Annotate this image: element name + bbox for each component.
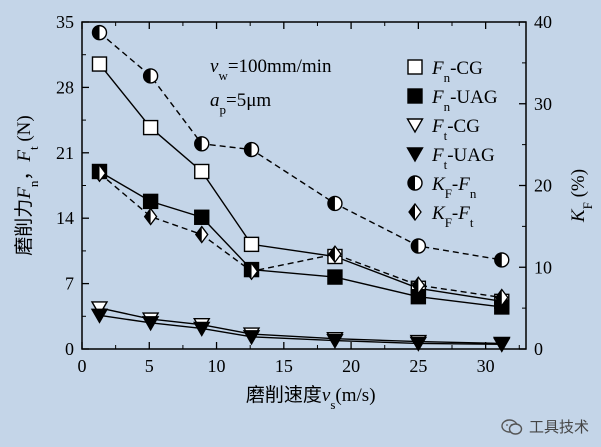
legend-marker <box>407 88 423 104</box>
x-tick-label: 25 <box>409 356 427 376</box>
series-4 <box>90 308 511 353</box>
data-point <box>411 276 426 295</box>
legend-item: Fn-UAG <box>407 87 498 114</box>
y-right-tick-label: 40 <box>534 12 552 32</box>
y-right-tick-label: 30 <box>534 94 552 114</box>
legend-item: Fn-CG <box>407 58 483 85</box>
wechat-icon <box>501 418 523 435</box>
y-left-tick-label: 0 <box>65 339 74 359</box>
series-5 <box>91 24 510 268</box>
data-point <box>244 262 259 281</box>
data-point <box>142 68 159 84</box>
legend-label: Fn-UAG <box>431 87 498 114</box>
y-left-tick-label: 35 <box>56 12 74 32</box>
data-point <box>327 195 343 212</box>
data-point <box>493 337 511 353</box>
y-left-tick-label: 14 <box>56 208 74 228</box>
y-left-axis-label: 磨削力Fn，Ft (N) <box>13 115 41 256</box>
x-tick-label: 5 <box>145 356 154 376</box>
data-point <box>409 336 428 352</box>
data-point <box>494 252 510 268</box>
x-tick-label: 10 <box>208 356 226 376</box>
data-point <box>142 119 159 136</box>
y-right-axis-label: KF (%) <box>568 169 595 223</box>
data-point <box>194 163 210 180</box>
legend-item: KF-Ft <box>408 202 474 230</box>
legend-item: Ft-UAG <box>406 145 495 172</box>
data-point <box>243 141 260 158</box>
legend-label: Ft-CG <box>431 116 480 143</box>
legend-label: KF-Ft <box>431 203 474 230</box>
y-left-tick-label: 21 <box>56 143 74 163</box>
y-right-tick-label: 20 <box>534 176 552 196</box>
series-line <box>99 307 502 345</box>
condition-text: ap=5μm <box>210 90 271 117</box>
x-tick-label: 20 <box>342 356 360 376</box>
data-point <box>194 136 210 152</box>
data-point <box>327 269 343 285</box>
data-point <box>410 238 427 254</box>
x-tick-label: 15 <box>275 356 293 376</box>
series-6 <box>92 164 509 307</box>
legend-item: KF-Fn <box>407 174 477 201</box>
legend-marker <box>407 59 423 75</box>
legend-label: Fn-CG <box>431 58 483 85</box>
watermark-text: 工具技术 <box>528 418 589 436</box>
legend-marker <box>406 118 424 134</box>
x-axis-label: 磨削速度vs(m/s) <box>246 384 376 412</box>
x-tick-label: 0 <box>78 356 87 376</box>
data-point <box>494 288 509 307</box>
series-1 <box>91 56 510 310</box>
legend-marker <box>408 202 422 222</box>
data-point <box>243 236 260 253</box>
legend-marker <box>406 147 424 163</box>
data-point <box>242 330 261 346</box>
data-point <box>194 225 209 244</box>
legend-marker <box>407 175 423 191</box>
watermark: 工具技术 <box>501 416 589 437</box>
data-point <box>193 321 211 337</box>
data-point <box>328 245 342 264</box>
y-right-tick-label: 0 <box>534 339 543 359</box>
data-point <box>90 308 109 324</box>
legend-item: Ft-CG <box>406 116 480 143</box>
data-point <box>194 209 210 225</box>
data-point <box>91 24 108 41</box>
data-point <box>326 333 344 349</box>
x-tick-label: 30 <box>477 356 495 376</box>
y-right-tick-label: 10 <box>534 257 552 277</box>
condition-text: vw=100mm/min <box>210 56 332 83</box>
data-point <box>141 316 160 332</box>
legend-label: Ft-UAG <box>431 145 495 172</box>
legend-label: KF-Fn <box>431 174 477 201</box>
data-point <box>91 56 108 72</box>
data-point <box>142 193 159 210</box>
y-left-tick-label: 7 <box>65 274 74 294</box>
data-point <box>143 207 158 226</box>
y-left-tick-label: 28 <box>56 77 74 97</box>
data-point <box>92 164 107 183</box>
data-point <box>90 301 109 317</box>
